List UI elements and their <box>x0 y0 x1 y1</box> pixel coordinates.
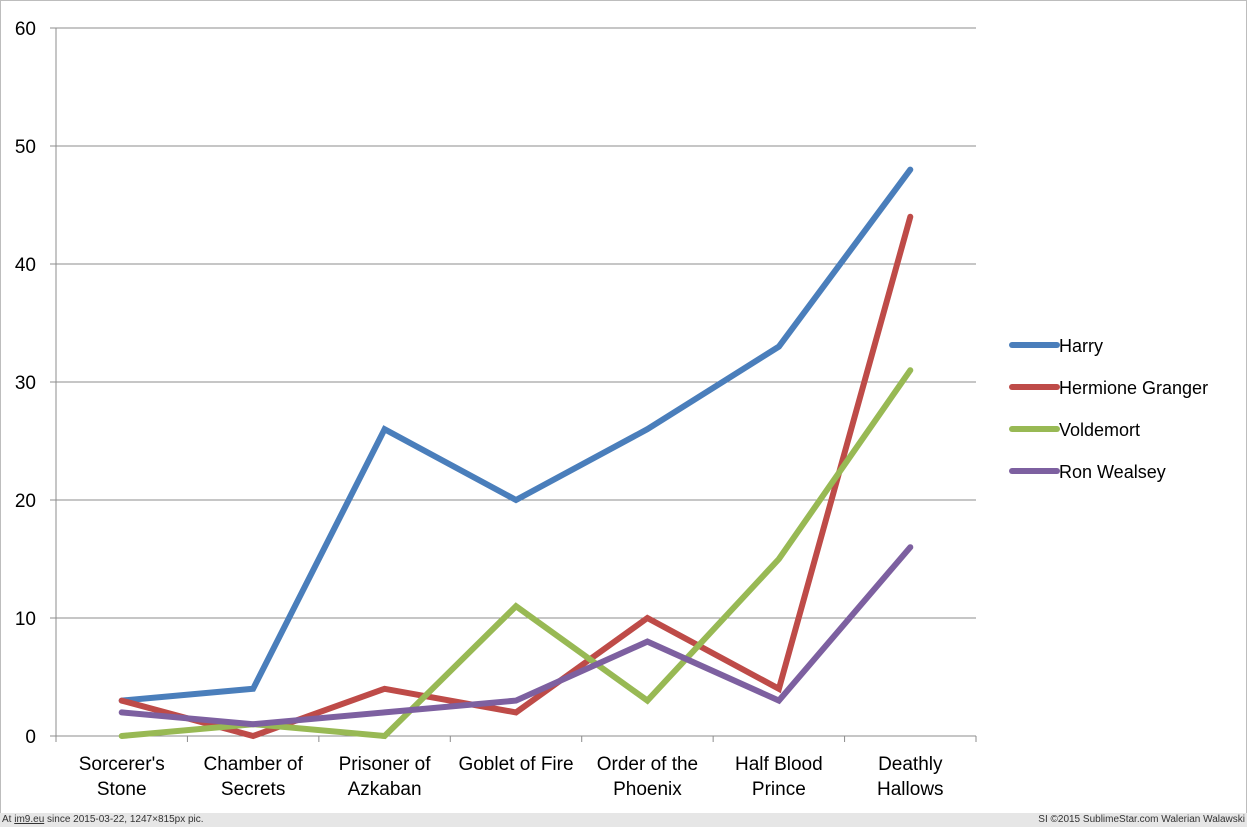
footer-link[interactable]: im9.eu <box>14 814 45 825</box>
footer-bar: At im9.eu since 2015-03-22, 1247×815px p… <box>0 813 1247 827</box>
x-tick-label: Sorcerer's Stone <box>79 754 165 800</box>
legend-label: Voldemort <box>1059 420 1140 440</box>
y-axis-tick-labels: 0 10 20 30 40 50 60 <box>15 19 36 748</box>
x-axis-tick-labels: Sorcerer's Stone Chamber of Secrets Prisoner… <box>79 754 944 800</box>
axes <box>50 27 977 742</box>
series-line-harry <box>118 166 914 704</box>
y-tick-label: 60 <box>15 19 36 40</box>
series-line-ron-wealsey <box>118 544 914 728</box>
x-tick-label: Half Blood Prince <box>735 754 823 800</box>
y-tick-label: 10 <box>15 609 36 630</box>
gridlines <box>56 27 976 619</box>
x-tick-label: Deathly Hallows <box>877 754 944 800</box>
footer-left: At im9.eu since 2015-03-22, 1247×815px p… <box>2 813 204 827</box>
y-tick-label: 50 <box>15 137 36 158</box>
y-tick-label: 0 <box>25 727 36 748</box>
legend: Harry Hermione Granger Voldemort Ron Wealse… <box>1009 336 1208 482</box>
legend-label: Harry <box>1059 336 1103 356</box>
x-tick-label: Order of the Phoenix <box>597 754 698 800</box>
footer-prefix: At <box>2 814 12 825</box>
y-tick-label: 30 <box>15 373 36 394</box>
legend-label: Ron Wealsey <box>1059 462 1166 482</box>
footer-right: SI ©2015 SublimeStar.com Walerian Walaws… <box>1038 814 1245 825</box>
series-line-hermione-granger <box>118 213 914 740</box>
x-tick-label: Prisoner of Azkaban <box>339 754 432 800</box>
y-tick-label: 40 <box>15 255 36 276</box>
footer-suffix: since 2015-03-22, 1247×815px pic. <box>47 814 204 825</box>
x-tick-label: Chamber of Secrets <box>204 754 304 800</box>
legend-label: Hermione Granger <box>1059 378 1208 398</box>
series-lines <box>118 166 914 740</box>
x-tick-label: Goblet of Fire <box>458 754 573 775</box>
y-tick-label: 20 <box>15 491 36 512</box>
